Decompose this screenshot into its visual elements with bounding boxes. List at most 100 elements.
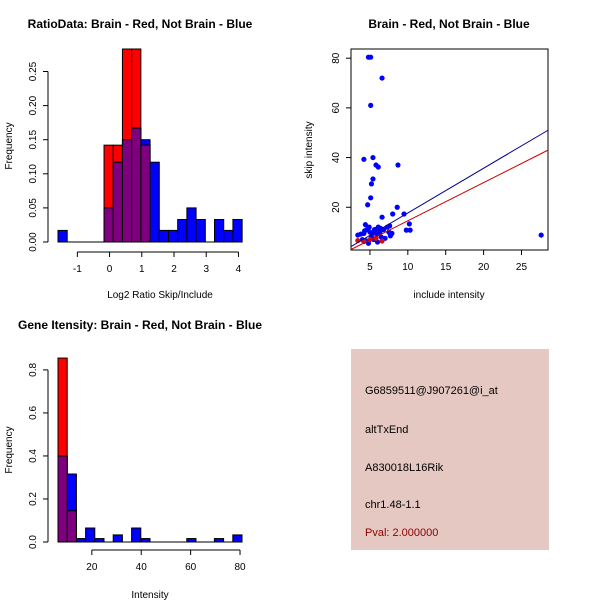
chart-title: RatioData: Brain - Red, Not Brain - Blue [28,17,253,31]
bar-not-brain [158,229,169,243]
point-not-brain [403,227,409,233]
bar-not-brain [232,218,243,243]
y-axis-label: Frequency [4,426,15,473]
point-not-brain [379,75,385,81]
point-not-brain [370,154,376,161]
chart-3: Gene Itensity: Brain - Red, Not Brain - … [4,318,262,600]
y-tick-label: 0.2 [28,492,39,506]
gene-name: A830018L16Rik [365,462,444,474]
event-type: altTxEnd [365,424,409,436]
bar-not-brain [232,534,243,543]
y-tick-label: 60 [331,102,342,114]
bar-overlap [66,510,77,543]
y-tick-label: 0.8 [28,363,39,377]
point-not-brain [365,202,371,208]
bar-not-brain [75,538,87,543]
y-tick-label: 0.4 [28,449,39,463]
y-tick-label: 40 [331,152,342,164]
point-not-brain [362,228,368,234]
y-axis-label: skip intensity [304,121,315,178]
x-axis-label: Intensity [131,590,168,600]
bar-not-brain [177,218,188,243]
x-axis-label: Log2 Ratio Skip/Include [107,290,213,301]
x-tick-label: 40 [136,562,148,573]
fit-line [350,129,549,247]
point-not-brain [368,102,374,108]
x-tick-label: 5 [367,262,373,273]
point-not-brain [371,227,378,233]
point-not-brain [390,211,396,217]
bar-overlap [121,139,133,243]
chart-title: Gene Itensity: Brain - Red, Not Brain - … [18,318,262,332]
y-tick-label: 0.00 [28,232,39,252]
y-tick-label: 0.0 [28,535,39,549]
bar-not-brain [131,527,142,543]
location: chr1.48-1.1 [365,499,421,511]
point-not-brain [368,54,374,60]
bar-overlap [57,455,68,543]
point-not-brain [401,211,407,217]
y-axis-label: Frequency [4,122,15,169]
y-tick-label: 0.6 [28,406,39,420]
y-tick-label: 80 [331,52,342,64]
info-panel: G6859511@J907261@i_at altTxEnd A830018L1… [351,349,549,550]
bar-not-brain [186,538,197,543]
x-tick-label: 10 [402,262,414,273]
bar-overlap [103,207,114,243]
x-tick-label: 15 [440,262,452,273]
y-tick-label: 20 [331,201,342,213]
point-not-brain [406,221,412,227]
bar-overlap [140,144,151,243]
x-tick-label: 20 [478,262,490,273]
bar-not-brain [149,161,160,243]
bar-not-brain [140,538,151,543]
point-not-brain [407,227,413,233]
point-not-brain [389,230,395,236]
x-tick-label: -1 [73,264,82,275]
x-tick-label: 4 [236,264,242,275]
point-not-brain [395,162,401,168]
point-not-brain [375,164,381,170]
chart-2: Brain - Red, Not Brain - Blue include int… [304,17,549,301]
point-not-brain [379,214,385,220]
bar-not-brain [112,534,123,543]
point-not-brain [362,222,368,228]
bar-not-brain [85,527,96,543]
fit-line [350,149,549,250]
bar-not-brain [57,229,68,243]
point-brain [379,238,385,244]
chart-title: Brain - Red, Not Brain - Blue [368,17,530,31]
bar-not-brain [167,229,179,243]
x-tick-label: 1 [139,264,145,275]
y-tick-label: 0.15 [28,130,39,150]
chart-1: RatioData: Brain - Red, Not Brain - Blue… [4,17,253,301]
x-axis-label: include intensity [413,290,484,301]
bar-overlap [131,127,142,243]
bar-not-brain [214,218,225,243]
y-tick-label: 0.25 [28,61,39,81]
x-tick-label: 80 [234,562,246,573]
bar-not-brain [213,538,225,543]
bar-not-brain [94,538,105,543]
point-not-brain [361,156,367,162]
y-tick-label: 0.20 [28,95,39,115]
x-tick-label: 20 [86,562,98,573]
bar-not-brain [186,207,197,243]
x-tick-label: 25 [516,262,528,273]
bar-not-brain [223,229,234,243]
point-not-brain [394,204,400,210]
bar-overlap [112,161,123,243]
probe-id: G6859511@J907261@i_at [365,385,498,397]
y-tick-label: 0.10 [28,164,39,184]
point-not-brain [538,232,544,238]
x-tick-label: 60 [185,562,197,573]
plot-box [350,48,549,251]
point-not-brain [366,224,372,230]
x-tick-label: 2 [171,264,177,275]
point-not-brain [368,195,374,201]
bar-not-brain [195,218,206,243]
point-not-brain [370,176,376,182]
x-tick-label: 3 [203,264,209,275]
